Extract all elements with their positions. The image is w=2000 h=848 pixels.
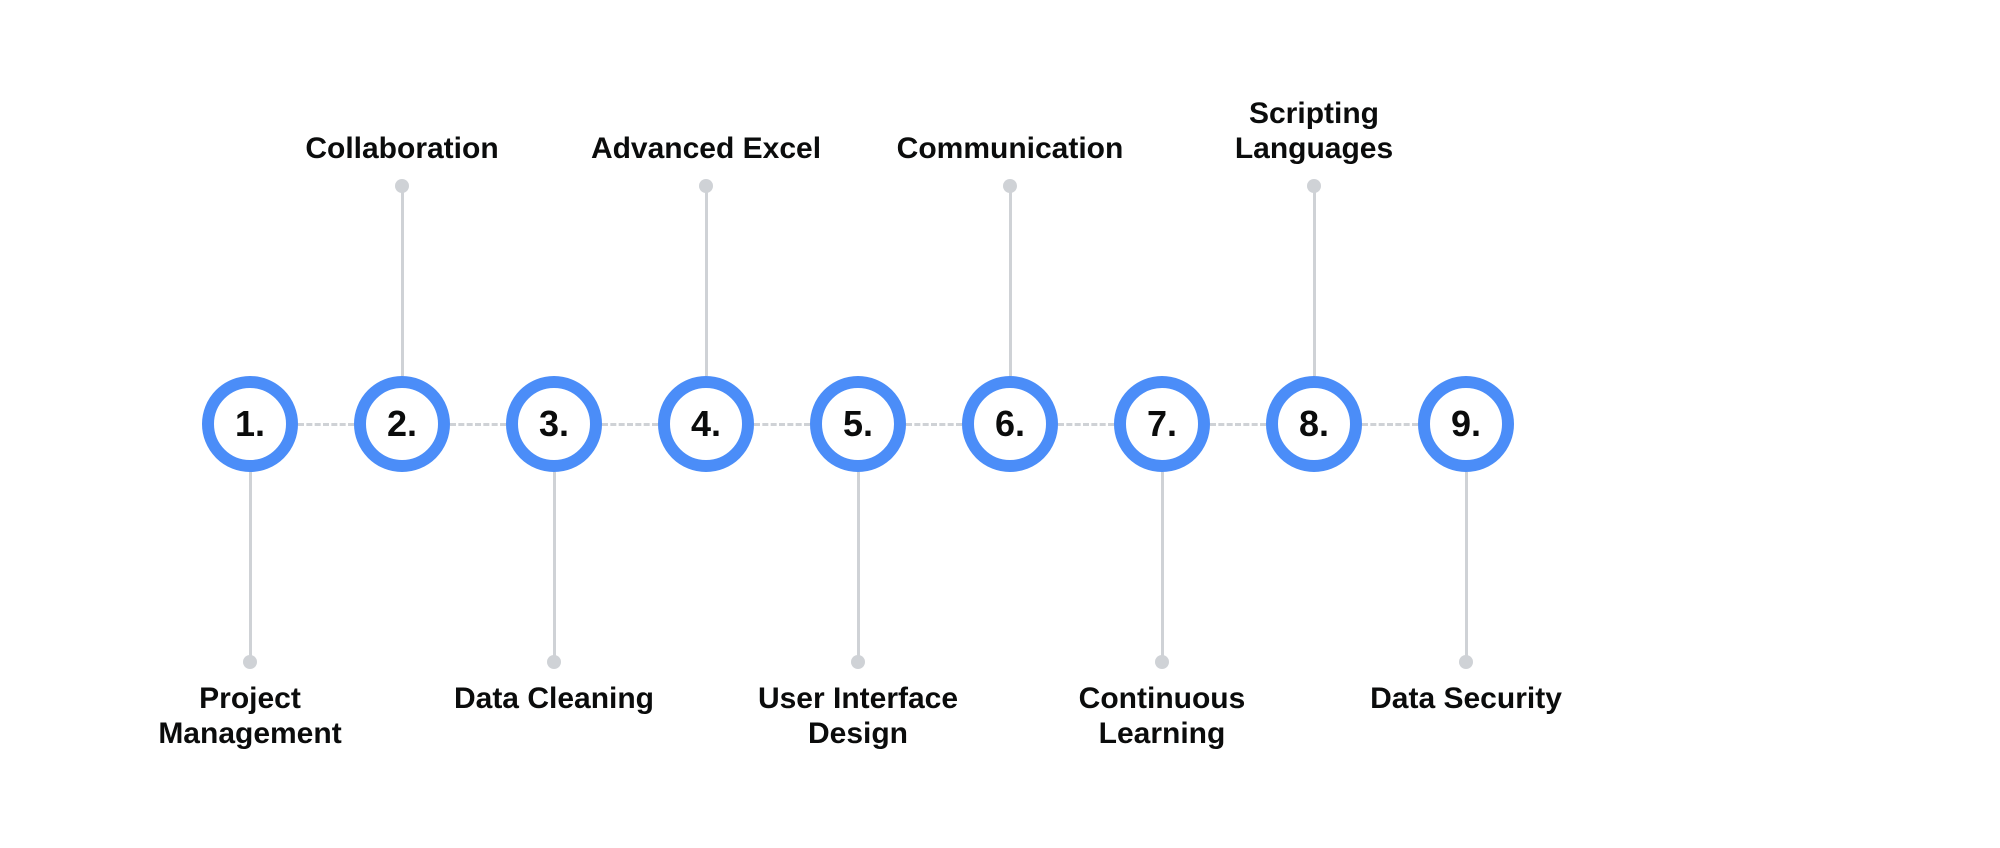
timeline-node: 3.: [506, 376, 602, 472]
timeline-stem: [1161, 472, 1164, 662]
timeline-connector: [450, 423, 506, 426]
timeline-label: Data Cleaning: [404, 682, 704, 717]
timeline-dot: [1003, 179, 1017, 193]
timeline-stem: [553, 472, 556, 662]
timeline-dot: [395, 179, 409, 193]
timeline-node: 7.: [1114, 376, 1210, 472]
timeline-connector: [906, 423, 962, 426]
timeline-node-number: 1.: [235, 403, 265, 445]
timeline-node: 4.: [658, 376, 754, 472]
timeline-node-number: 6.: [995, 403, 1025, 445]
timeline-connector: [1210, 423, 1266, 426]
timeline-dot: [1155, 655, 1169, 669]
timeline-label: Scripting Languages: [1164, 97, 1464, 166]
timeline-dot: [243, 655, 257, 669]
timeline-node-number: 4.: [691, 403, 721, 445]
timeline-dot: [699, 179, 713, 193]
timeline-label: Project Management: [100, 682, 400, 751]
timeline-node: 8.: [1266, 376, 1362, 472]
timeline-label: Communication: [860, 132, 1160, 167]
timeline-dot: [547, 655, 561, 669]
timeline-connector: [1058, 423, 1114, 426]
timeline-stem: [705, 186, 708, 376]
timeline-stem: [401, 186, 404, 376]
timeline-dot: [851, 655, 865, 669]
timeline-label: User Interface Design: [708, 682, 1008, 751]
timeline-dot: [1307, 179, 1321, 193]
timeline-connector: [602, 423, 658, 426]
timeline-node: 2.: [354, 376, 450, 472]
timeline-diagram: Project Management Collaboration Data Clea…: [0, 0, 2000, 848]
timeline-node: 1.: [202, 376, 298, 472]
timeline-connector: [754, 423, 810, 426]
timeline-stem: [1009, 186, 1012, 376]
timeline-node-number: 9.: [1451, 403, 1481, 445]
timeline-stem: [1465, 472, 1468, 662]
timeline-node-number: 8.: [1299, 403, 1329, 445]
timeline-stem: [249, 472, 252, 662]
timeline-connector: [298, 423, 354, 426]
timeline-label: Continuous Learning: [1012, 682, 1312, 751]
timeline-node: 6.: [962, 376, 1058, 472]
timeline-node-number: 5.: [843, 403, 873, 445]
timeline-node-number: 3.: [539, 403, 569, 445]
timeline-stem: [1313, 186, 1316, 376]
timeline-node-number: 7.: [1147, 403, 1177, 445]
timeline-stem: [857, 472, 860, 662]
timeline-label: Collaboration: [252, 132, 552, 167]
timeline-node: 5.: [810, 376, 906, 472]
timeline-node: 9.: [1418, 376, 1514, 472]
timeline-dot: [1459, 655, 1473, 669]
timeline-label: Data Security: [1316, 682, 1616, 717]
timeline-node-number: 2.: [387, 403, 417, 445]
timeline-label: Advanced Excel: [556, 132, 856, 167]
timeline-connector: [1362, 423, 1418, 426]
